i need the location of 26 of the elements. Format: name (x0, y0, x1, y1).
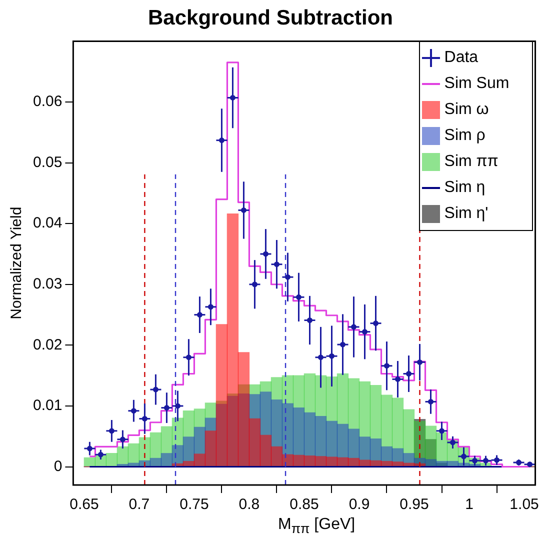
y-tick-label: 0 (54, 458, 62, 475)
legend-label: Sim η (444, 179, 486, 198)
x-tick-label: 0.65 (70, 496, 99, 514)
x-axis-title: M$_{ππ}$ [GeV] (278, 516, 356, 536)
x-tick-label: 0.85 (290, 496, 319, 514)
chart-title: Background Subtraction (148, 6, 394, 30)
x-tick-label: 0.95 (400, 496, 429, 514)
x-tick-label: 0.8 (238, 496, 260, 514)
legend-label: Sim ω (444, 101, 489, 120)
x-tick-label: 0.9 (348, 496, 370, 514)
legend-label: Data (444, 49, 478, 68)
y-tick-label: 0.06 (32, 93, 62, 110)
x-tick-label: 0.7 (128, 496, 150, 514)
legend-label: Sim ρ (444, 127, 486, 146)
y-tick-label: 0.04 (32, 214, 62, 232)
y-tick-label: 0.02 (32, 336, 62, 354)
y-axis-title: Normalized Yield (8, 206, 26, 320)
x-tick-label: 0.75 (180, 496, 209, 514)
x-tick-label: 1 (465, 496, 474, 514)
y-tick-label: 0.01 (32, 397, 62, 414)
legend-label: Sim ππ (444, 153, 498, 172)
legend-label: Sim η' (444, 205, 488, 224)
legend-label: Sim Sum (444, 75, 510, 94)
y-tick-label: 0.05 (32, 154, 62, 171)
x-tick-label: 1.05 (510, 496, 539, 514)
y-tick-label: 0.03 (32, 276, 62, 293)
